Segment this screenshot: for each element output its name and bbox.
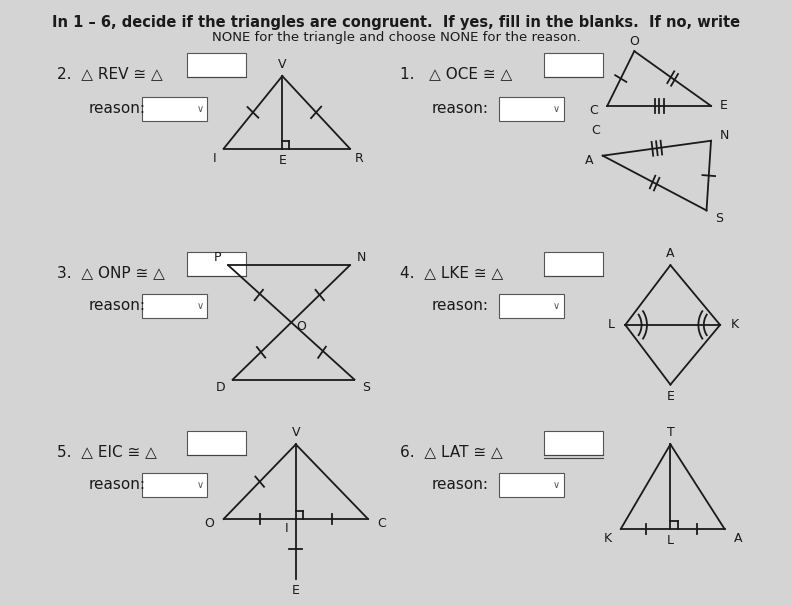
Text: C: C (592, 124, 600, 138)
Text: P: P (213, 251, 221, 264)
Text: K: K (604, 533, 611, 545)
Text: ∨: ∨ (553, 104, 560, 114)
Text: 4.  △ LKE ≅ △: 4. △ LKE ≅ △ (400, 265, 503, 280)
Text: reason:: reason: (431, 101, 488, 116)
Text: reason:: reason: (431, 298, 488, 313)
Text: N: N (357, 251, 367, 264)
Text: R: R (355, 152, 364, 165)
Bar (544, 252, 603, 276)
Text: 2.  △ REV ≅ △: 2. △ REV ≅ △ (56, 66, 162, 81)
Text: E: E (292, 584, 299, 597)
Text: 5.  △ EIC ≅ △: 5. △ EIC ≅ △ (56, 444, 157, 459)
Bar (143, 473, 208, 497)
Text: reason:: reason: (431, 477, 488, 492)
Text: L: L (667, 534, 674, 547)
Text: I: I (213, 152, 216, 165)
Text: S: S (362, 381, 370, 394)
Text: A: A (666, 247, 675, 260)
Text: O: O (297, 321, 307, 333)
Text: O: O (204, 518, 215, 530)
Text: 1.   △ OCE ≅ △: 1. △ OCE ≅ △ (400, 66, 512, 81)
Text: C: C (377, 518, 386, 530)
Text: ∨: ∨ (553, 480, 560, 490)
Bar (143, 97, 208, 121)
Text: reason:: reason: (88, 101, 145, 116)
Text: E: E (278, 154, 286, 167)
Text: E: E (666, 390, 674, 403)
Text: ∨: ∨ (196, 480, 204, 490)
Text: V: V (278, 58, 287, 71)
Text: ∨: ∨ (196, 301, 204, 311)
Text: NONE for the triangle and choose NONE for the reason.: NONE for the triangle and choose NONE fo… (211, 32, 581, 44)
Text: ∨: ∨ (196, 104, 204, 114)
Bar (499, 294, 564, 318)
Text: A: A (733, 533, 742, 545)
Text: K: K (731, 318, 739, 331)
Text: reason:: reason: (88, 298, 145, 313)
Text: L: L (607, 318, 615, 331)
Text: V: V (291, 426, 300, 439)
Text: ∨: ∨ (553, 301, 560, 311)
Text: E: E (720, 99, 728, 112)
Text: A: A (585, 154, 594, 167)
Text: I: I (285, 522, 288, 536)
Bar (188, 53, 246, 77)
Text: In 1 – 6, decide if the triangles are congruent.  If yes, fill in the blanks.  I: In 1 – 6, decide if the triangles are co… (52, 15, 740, 30)
Bar (188, 252, 246, 276)
Bar (499, 97, 564, 121)
Text: D: D (215, 381, 226, 394)
Text: reason:: reason: (88, 477, 145, 492)
Text: 3.  △ ONP ≅ △: 3. △ ONP ≅ △ (56, 265, 165, 280)
Text: C: C (589, 104, 598, 118)
Bar (188, 431, 246, 455)
Text: T: T (667, 426, 674, 439)
Bar (544, 431, 603, 455)
Text: N: N (720, 129, 729, 142)
Text: 6.  △ LAT ≅ △: 6. △ LAT ≅ △ (400, 444, 502, 459)
Text: O: O (630, 35, 639, 48)
Bar (544, 53, 603, 77)
Bar (499, 473, 564, 497)
Bar (143, 294, 208, 318)
Text: S: S (715, 212, 724, 225)
